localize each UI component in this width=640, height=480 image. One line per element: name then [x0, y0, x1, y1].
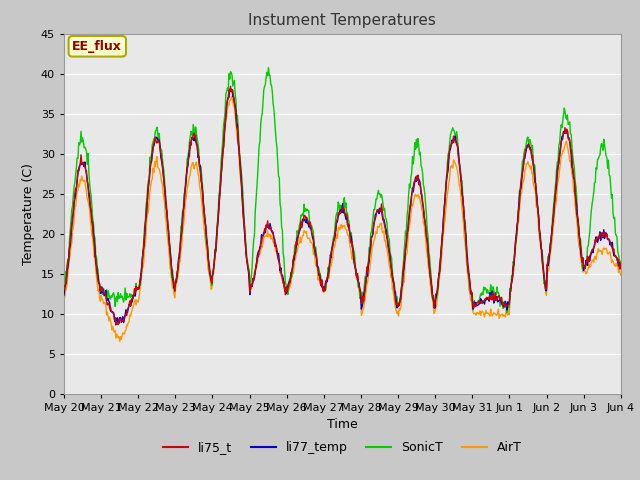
Title: Instument Temperatures: Instument Temperatures	[248, 13, 436, 28]
li77_temp	[115, 322, 122, 327]
li75_t	[412, 177, 419, 182]
li75_t	[428, 284, 436, 290]
li77_temp	[128, 299, 136, 305]
li75_t	[185, 155, 193, 160]
Legend: li75_t, li77_temp, SonicT, AirT: li75_t, li77_temp, SonicT, AirT	[158, 436, 527, 459]
li75_t	[60, 287, 68, 293]
AirT	[185, 178, 193, 184]
AirT	[60, 296, 68, 302]
li77_temp	[60, 292, 68, 298]
li77_temp	[70, 200, 78, 206]
AirT	[214, 218, 222, 224]
Y-axis label: Temperature (C): Temperature (C)	[22, 163, 35, 264]
AirT	[128, 307, 136, 313]
li77_temp	[227, 86, 234, 92]
SonicT	[127, 291, 135, 297]
SonicT	[60, 288, 68, 294]
AirT	[428, 294, 436, 300]
AirT	[412, 192, 419, 197]
SonicT	[70, 184, 78, 190]
Text: EE_flux: EE_flux	[72, 40, 122, 53]
Line: li77_temp: li77_temp	[64, 89, 621, 324]
li77_temp	[412, 174, 419, 180]
li75_t	[112, 322, 120, 328]
AirT	[228, 93, 236, 99]
li75_t	[214, 215, 222, 220]
li75_t	[227, 84, 234, 89]
li75_t	[128, 297, 136, 302]
SonicT	[428, 272, 435, 278]
Line: SonicT: SonicT	[64, 68, 621, 313]
SonicT	[264, 65, 272, 71]
Line: AirT: AirT	[64, 96, 621, 341]
AirT	[116, 338, 124, 344]
AirT	[70, 217, 78, 223]
SonicT	[503, 310, 511, 316]
SonicT	[411, 140, 419, 145]
li75_t	[70, 201, 78, 206]
SonicT	[214, 220, 221, 226]
li77_temp	[428, 287, 436, 293]
li77_temp	[214, 217, 222, 223]
li77_temp	[185, 154, 193, 159]
SonicT	[617, 258, 625, 264]
li77_temp	[617, 264, 625, 269]
Line: li75_t: li75_t	[64, 86, 621, 325]
AirT	[617, 272, 625, 278]
li75_t	[617, 261, 625, 266]
SonicT	[184, 153, 192, 159]
X-axis label: Time: Time	[327, 418, 358, 431]
